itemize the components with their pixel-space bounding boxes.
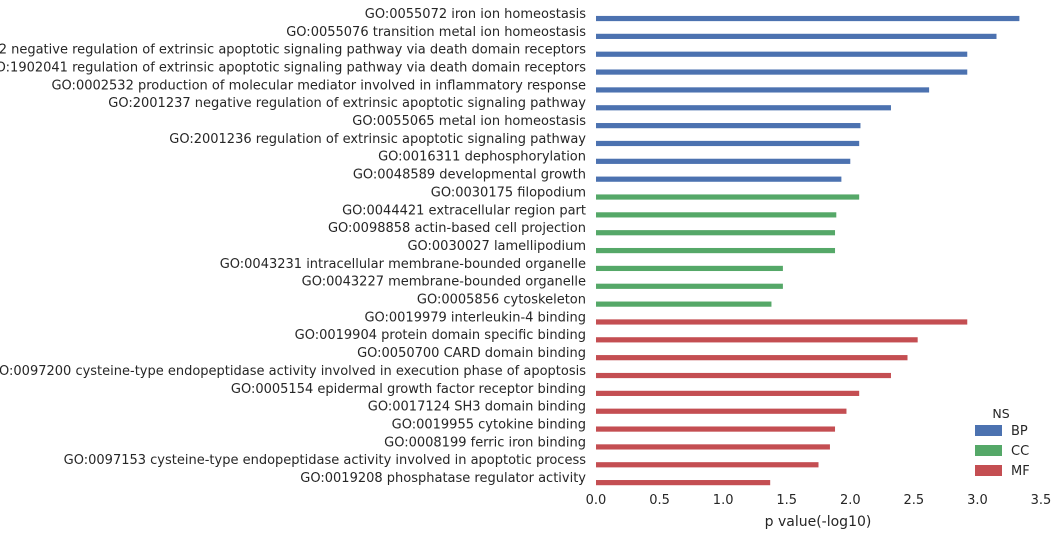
legend: NS BP CC MF [975, 406, 1030, 479]
legend-label-bp: BP [1011, 424, 1028, 439]
bar-cc [596, 230, 836, 236]
bar-mf [596, 444, 830, 450]
category-label: GO:0055065 metal ion homeostasis [352, 114, 586, 129]
category-label: GO:0030175 filopodium [431, 185, 586, 200]
bar-bp [596, 140, 860, 147]
x-tick-label: 2.5 [904, 493, 925, 508]
legend-label-cc: CC [1011, 444, 1029, 459]
category-label: GO:0048589 developmental growth [353, 168, 586, 183]
bar-bp [596, 87, 930, 93]
bar-mf [596, 319, 968, 325]
category-label: GO:0097153 cysteine-type endopeptidase a… [64, 453, 587, 468]
category-label: GO:0017124 SH3 domain binding [368, 400, 586, 415]
category-label: GO:0016311 dephosphorylation [378, 150, 586, 165]
category-label: GO:0030027 lamellipodium [407, 239, 586, 254]
category-label: GO:0019979 interleukin-4 binding [364, 310, 586, 325]
x-axis-label: p value(-log10) [765, 514, 872, 530]
bar-bp [596, 123, 861, 129]
bar-mf [596, 337, 918, 343]
legend-title: NS [992, 406, 1009, 421]
bar-bp [596, 69, 968, 75]
bar-bp [596, 158, 851, 164]
bar-mf [596, 408, 847, 414]
legend-label-mf: MF [1011, 464, 1030, 479]
legend-swatch-cc [975, 445, 1002, 456]
category-label: GO:0043227 membrane-bounded organelle [302, 275, 586, 290]
bar-mf [596, 355, 908, 361]
category-label: GO:0005856 cytoskeleton [417, 293, 586, 308]
bar-mf [596, 480, 771, 486]
bar-cc [596, 194, 860, 200]
x-tick-label: 1.5 [776, 493, 797, 508]
category-label: GO:0044421 extracellular region part [342, 203, 586, 218]
bar-cc [596, 283, 783, 289]
category-labels: GO:0055072 iron ion homeostasis GO:005507… [0, 7, 586, 486]
bar-bp [596, 15, 1020, 22]
bar-cc [596, 212, 837, 218]
bar-mf [596, 372, 891, 379]
bar-bp [596, 33, 997, 39]
category-label: GO:0019208 phosphatase regulator activit… [300, 471, 586, 486]
bar-cc [596, 301, 772, 307]
category-label: GO:0055076 transition metal ion homeosta… [286, 25, 586, 40]
category-label: GO:0008199 ferric iron binding [384, 435, 586, 450]
category-label: GO:0050700 CARD domain binding [357, 346, 586, 361]
category-label: GO:0055072 iron ion homeostasis [365, 7, 586, 22]
x-tick-label: 1.0 [713, 493, 734, 508]
bar-bp [596, 176, 842, 182]
x-tick-label: 0.0 [586, 493, 607, 508]
category-label: GO:0019955 cytokine binding [392, 417, 586, 432]
category-label: GO:0002532 production of molecular media… [51, 78, 586, 93]
x-tick-label: 0.5 [649, 493, 670, 508]
x-tick-label: 3.5 [1031, 493, 1052, 508]
category-label: GO:0097200 cysteine-type endopeptidase a… [0, 364, 586, 379]
bar-mf [596, 390, 860, 396]
x-tick-label: 2.0 [840, 493, 861, 508]
category-label: GO:0098858 actin-based cell projection [328, 221, 586, 236]
category-label: GO:0005154 epidermal growth factor recep… [231, 382, 586, 397]
bars-group [596, 15, 1020, 486]
x-tick-label: 3.0 [967, 493, 988, 508]
x-axis-ticks: 0.0 0.5 1.0 1.5 2.0 2.5 3.0 3.5 [586, 493, 1052, 508]
bar-mf [596, 426, 836, 432]
legend-swatch-mf [975, 465, 1002, 476]
bar-bp [596, 105, 891, 111]
category-label: GO:1902041 regulation of extrinsic apopt… [0, 60, 586, 75]
legend-entries: BP CC MF [975, 424, 1030, 479]
category-label: GO:1902042 negative regulation of extrin… [0, 43, 586, 58]
bar-bp [596, 51, 968, 57]
category-label: GO:2001236 regulation of extrinsic apopt… [169, 132, 586, 147]
bar-cc [596, 265, 783, 272]
category-label: GO:0019904 protein domain specific bindi… [295, 328, 586, 343]
bar-mf [596, 462, 819, 468]
bar-cc [596, 247, 836, 254]
category-label: GO:2001237 negative regulation of extrin… [108, 96, 586, 111]
legend-swatch-bp [975, 425, 1002, 436]
category-label: GO:0043231 intracellular membrane-bounde… [220, 257, 586, 272]
